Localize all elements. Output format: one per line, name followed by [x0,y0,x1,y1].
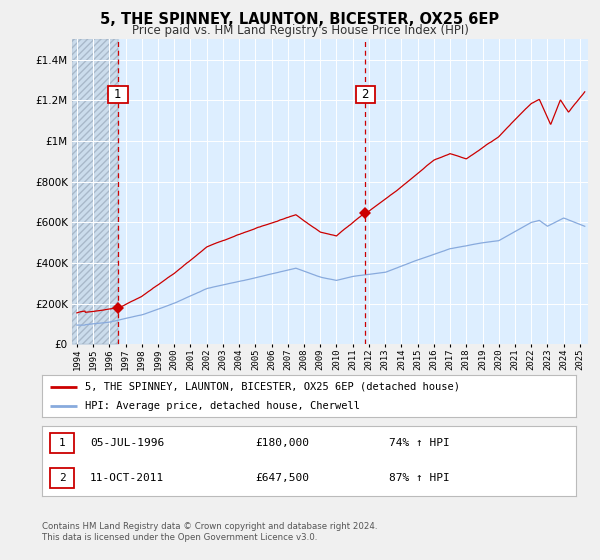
Text: 2: 2 [59,473,65,483]
FancyBboxPatch shape [356,86,375,102]
Text: £647,500: £647,500 [256,473,310,483]
Text: This data is licensed under the Open Government Licence v3.0.: This data is licensed under the Open Gov… [42,533,317,542]
Text: £180,000: £180,000 [256,438,310,448]
Text: Contains HM Land Registry data © Crown copyright and database right 2024.: Contains HM Land Registry data © Crown c… [42,522,377,531]
Text: 5, THE SPINNEY, LAUNTON, BICESTER, OX25 6EP (detached house): 5, THE SPINNEY, LAUNTON, BICESTER, OX25 … [85,381,460,391]
Text: HPI: Average price, detached house, Cherwell: HPI: Average price, detached house, Cher… [85,401,360,411]
FancyBboxPatch shape [108,86,128,102]
FancyBboxPatch shape [50,433,74,453]
Text: 05-JUL-1996: 05-JUL-1996 [90,438,164,448]
Text: 74% ↑ HPI: 74% ↑ HPI [389,438,450,448]
Text: 1: 1 [59,438,65,448]
Text: 1: 1 [114,87,122,101]
Text: 87% ↑ HPI: 87% ↑ HPI [389,473,450,483]
Text: 2: 2 [362,87,369,101]
Text: Price paid vs. HM Land Registry's House Price Index (HPI): Price paid vs. HM Land Registry's House … [131,24,469,36]
Text: 5, THE SPINNEY, LAUNTON, BICESTER, OX25 6EP: 5, THE SPINNEY, LAUNTON, BICESTER, OX25 … [100,12,500,27]
Text: 11-OCT-2011: 11-OCT-2011 [90,473,164,483]
FancyBboxPatch shape [50,468,74,488]
